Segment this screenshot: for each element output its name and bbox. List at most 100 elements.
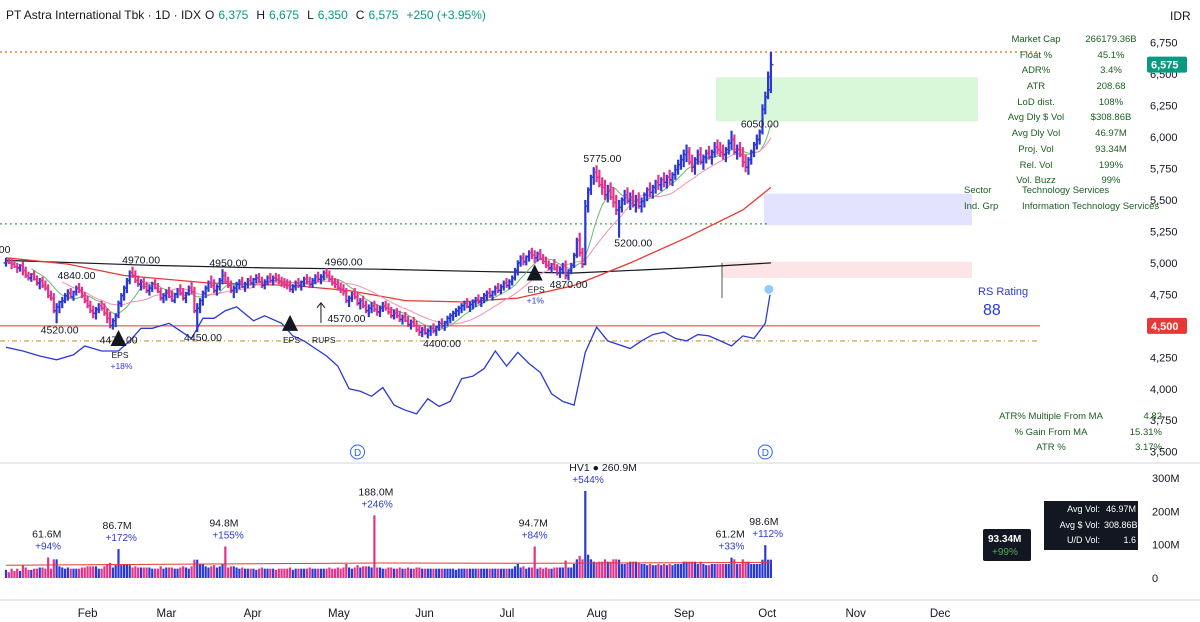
price-label-box xyxy=(1147,317,1187,334)
stat-row: Vol. Buzz 99% xyxy=(996,173,1142,189)
volume-annotation: 61.2M xyxy=(716,529,745,541)
stat-value: 93.34M xyxy=(1095,143,1127,155)
industry-label: Ind. Grp xyxy=(964,201,999,212)
price-annotation: 4960.00 xyxy=(325,256,363,268)
volume-annotation: 188.0M xyxy=(358,486,393,498)
stats-table: Market Cap 266179.36B Float % 45.1% ADR% 3.4%… xyxy=(996,32,1142,189)
volume-annotation: 94.7M xyxy=(519,517,548,529)
rs-rating-value: 88 xyxy=(983,302,1001,319)
stat-value: 99% xyxy=(1101,175,1121,187)
stat-value: $308.86B xyxy=(1090,112,1132,124)
price-axis-tick: 3,750 xyxy=(1150,415,1178,427)
atr-stat-row: ATR% Multiple From MA 4.82 xyxy=(996,409,1162,425)
price-annotation: 4950.00 xyxy=(209,258,247,270)
price-axis-tick: 6,000 xyxy=(1150,132,1178,144)
stat-label: LoD dist. xyxy=(1017,96,1055,108)
time-axis-label: Mar xyxy=(156,608,176,620)
dividend-label: D xyxy=(354,448,361,459)
dividend-marker xyxy=(350,444,366,460)
stat-label: Proj. Vol xyxy=(1018,143,1054,155)
stat-row: Proj. Vol 93.34M xyxy=(996,142,1142,158)
volume-change: +94% xyxy=(35,541,61,552)
sector-value: Technology Services xyxy=(1022,185,1110,196)
atr-stat-label: ATR % xyxy=(1036,442,1066,453)
price-annotation: 5775.00 xyxy=(583,153,621,165)
price-axis-tick: 4,000 xyxy=(1150,384,1178,396)
ma-200-line xyxy=(5,259,771,274)
symbol-title[interactable]: PT Astra International Tbk · 1D · IDX xyxy=(6,8,201,22)
price-annotation: 5200.00 xyxy=(614,238,652,250)
volume-change: +84% xyxy=(522,530,548,541)
event-change: +1% xyxy=(527,296,545,306)
change-label: +250 (+3.95%) xyxy=(406,8,486,22)
time-axis-label: Feb xyxy=(78,608,98,620)
time-axis-label: Jul xyxy=(500,608,515,620)
stat-value: 199% xyxy=(1098,159,1124,171)
stat-label: Rel. Vol xyxy=(1019,159,1053,171)
stat-label: Avg Dly Vol xyxy=(1011,128,1061,140)
stat-row: Avg Dly Vol 46.97M xyxy=(996,126,1142,142)
volume-annotation: 61.6M xyxy=(32,528,61,540)
vol-stat-label: U/D Vol: xyxy=(1066,535,1100,545)
volume-annotation: 94.8M xyxy=(209,517,238,529)
volume-change: +172% xyxy=(105,533,137,544)
volume-change: +155% xyxy=(212,530,244,541)
event-label: EPS xyxy=(111,350,128,360)
price-axis-tick: 3,500 xyxy=(1150,447,1178,459)
rs-line xyxy=(5,289,772,415)
time-axis-label: Oct xyxy=(758,608,777,620)
atr-stat-row: ATR % 3.17% xyxy=(996,440,1162,456)
vol-stat-row: U/D Vol: 1.6 xyxy=(1046,533,1136,549)
rs-rating-label: RS Rating xyxy=(978,286,1029,298)
price-axis-tick: 6,250 xyxy=(1150,101,1178,113)
dividend-label: D xyxy=(762,448,769,459)
price-axis-tick: 5,750 xyxy=(1150,163,1178,175)
volume-ma-line xyxy=(5,561,771,566)
price-axis-tick: 5,500 xyxy=(1150,195,1178,207)
atr-table: ATR% Multiple From MA 4.82 % Gain From MA 1… xyxy=(996,409,1162,456)
price-bar xyxy=(768,52,774,93)
vol-stat-value: 1.6 xyxy=(1123,535,1136,545)
stat-label: Market Cap xyxy=(1011,34,1061,45)
low-label: L 6,350 xyxy=(307,8,348,22)
vol-stat-label: Avg $ Vol: xyxy=(1059,519,1100,530)
volume-change: +33% xyxy=(719,542,745,553)
stat-value: 208.68 xyxy=(1096,81,1126,93)
price-annotation: 6050.00 xyxy=(741,119,779,131)
volume-change: +112% xyxy=(752,529,783,540)
vol-stat-value: 308.86B xyxy=(1104,519,1138,530)
volume-annotation: 86.7M xyxy=(102,520,131,532)
volume-annotation: HV1 ● 260.9M xyxy=(569,462,637,474)
blue-zone xyxy=(764,193,972,226)
price-axis-tick: 4,750 xyxy=(1150,289,1178,301)
atr-stat-value: 15.31% xyxy=(1129,426,1162,438)
currency-label[interactable]: IDR xyxy=(1170,9,1191,23)
sector-panel: Sector Technology Services Ind. Grp Inform… xyxy=(964,183,1159,215)
atr-stat-value: 4.82 xyxy=(1143,411,1163,422)
volume-current-change: +99% xyxy=(992,547,1018,558)
vol-stat-row: Avg $ Vol: 308.86B xyxy=(1046,518,1138,534)
green-zone xyxy=(716,77,978,122)
stat-row: Rel. Vol 199% xyxy=(996,158,1142,174)
stat-label: Avg Dly $ Vol xyxy=(1007,112,1065,124)
time-axis-label: Apr xyxy=(244,608,262,620)
price-annotation: 5.00 xyxy=(0,244,11,256)
event-label: EPS xyxy=(283,335,300,345)
price-annotation: 4870.00 xyxy=(550,279,588,291)
price-annotation: 4570.00 xyxy=(327,313,365,325)
price-annotation: 4970.00 xyxy=(122,255,160,267)
stat-value: 45.1% xyxy=(1097,49,1125,61)
atr-stat-row: % Gain From MA 15.31% xyxy=(996,425,1162,441)
atr-stat-label: % Gain From MA xyxy=(1014,426,1088,438)
vol-stat-value: 46.97M xyxy=(1105,504,1136,514)
open-label: O 6,375 xyxy=(204,8,249,22)
industry-value: Information Technology Services xyxy=(1022,201,1160,212)
time-axis-label: May xyxy=(328,608,350,620)
event-triangle xyxy=(110,329,127,346)
stat-label: Vol. Buzz xyxy=(1016,175,1056,187)
ma-10-line xyxy=(31,124,772,330)
atr-stat-value: 3.17% xyxy=(1135,442,1162,453)
stat-row: Float % 45.1% xyxy=(996,48,1142,64)
